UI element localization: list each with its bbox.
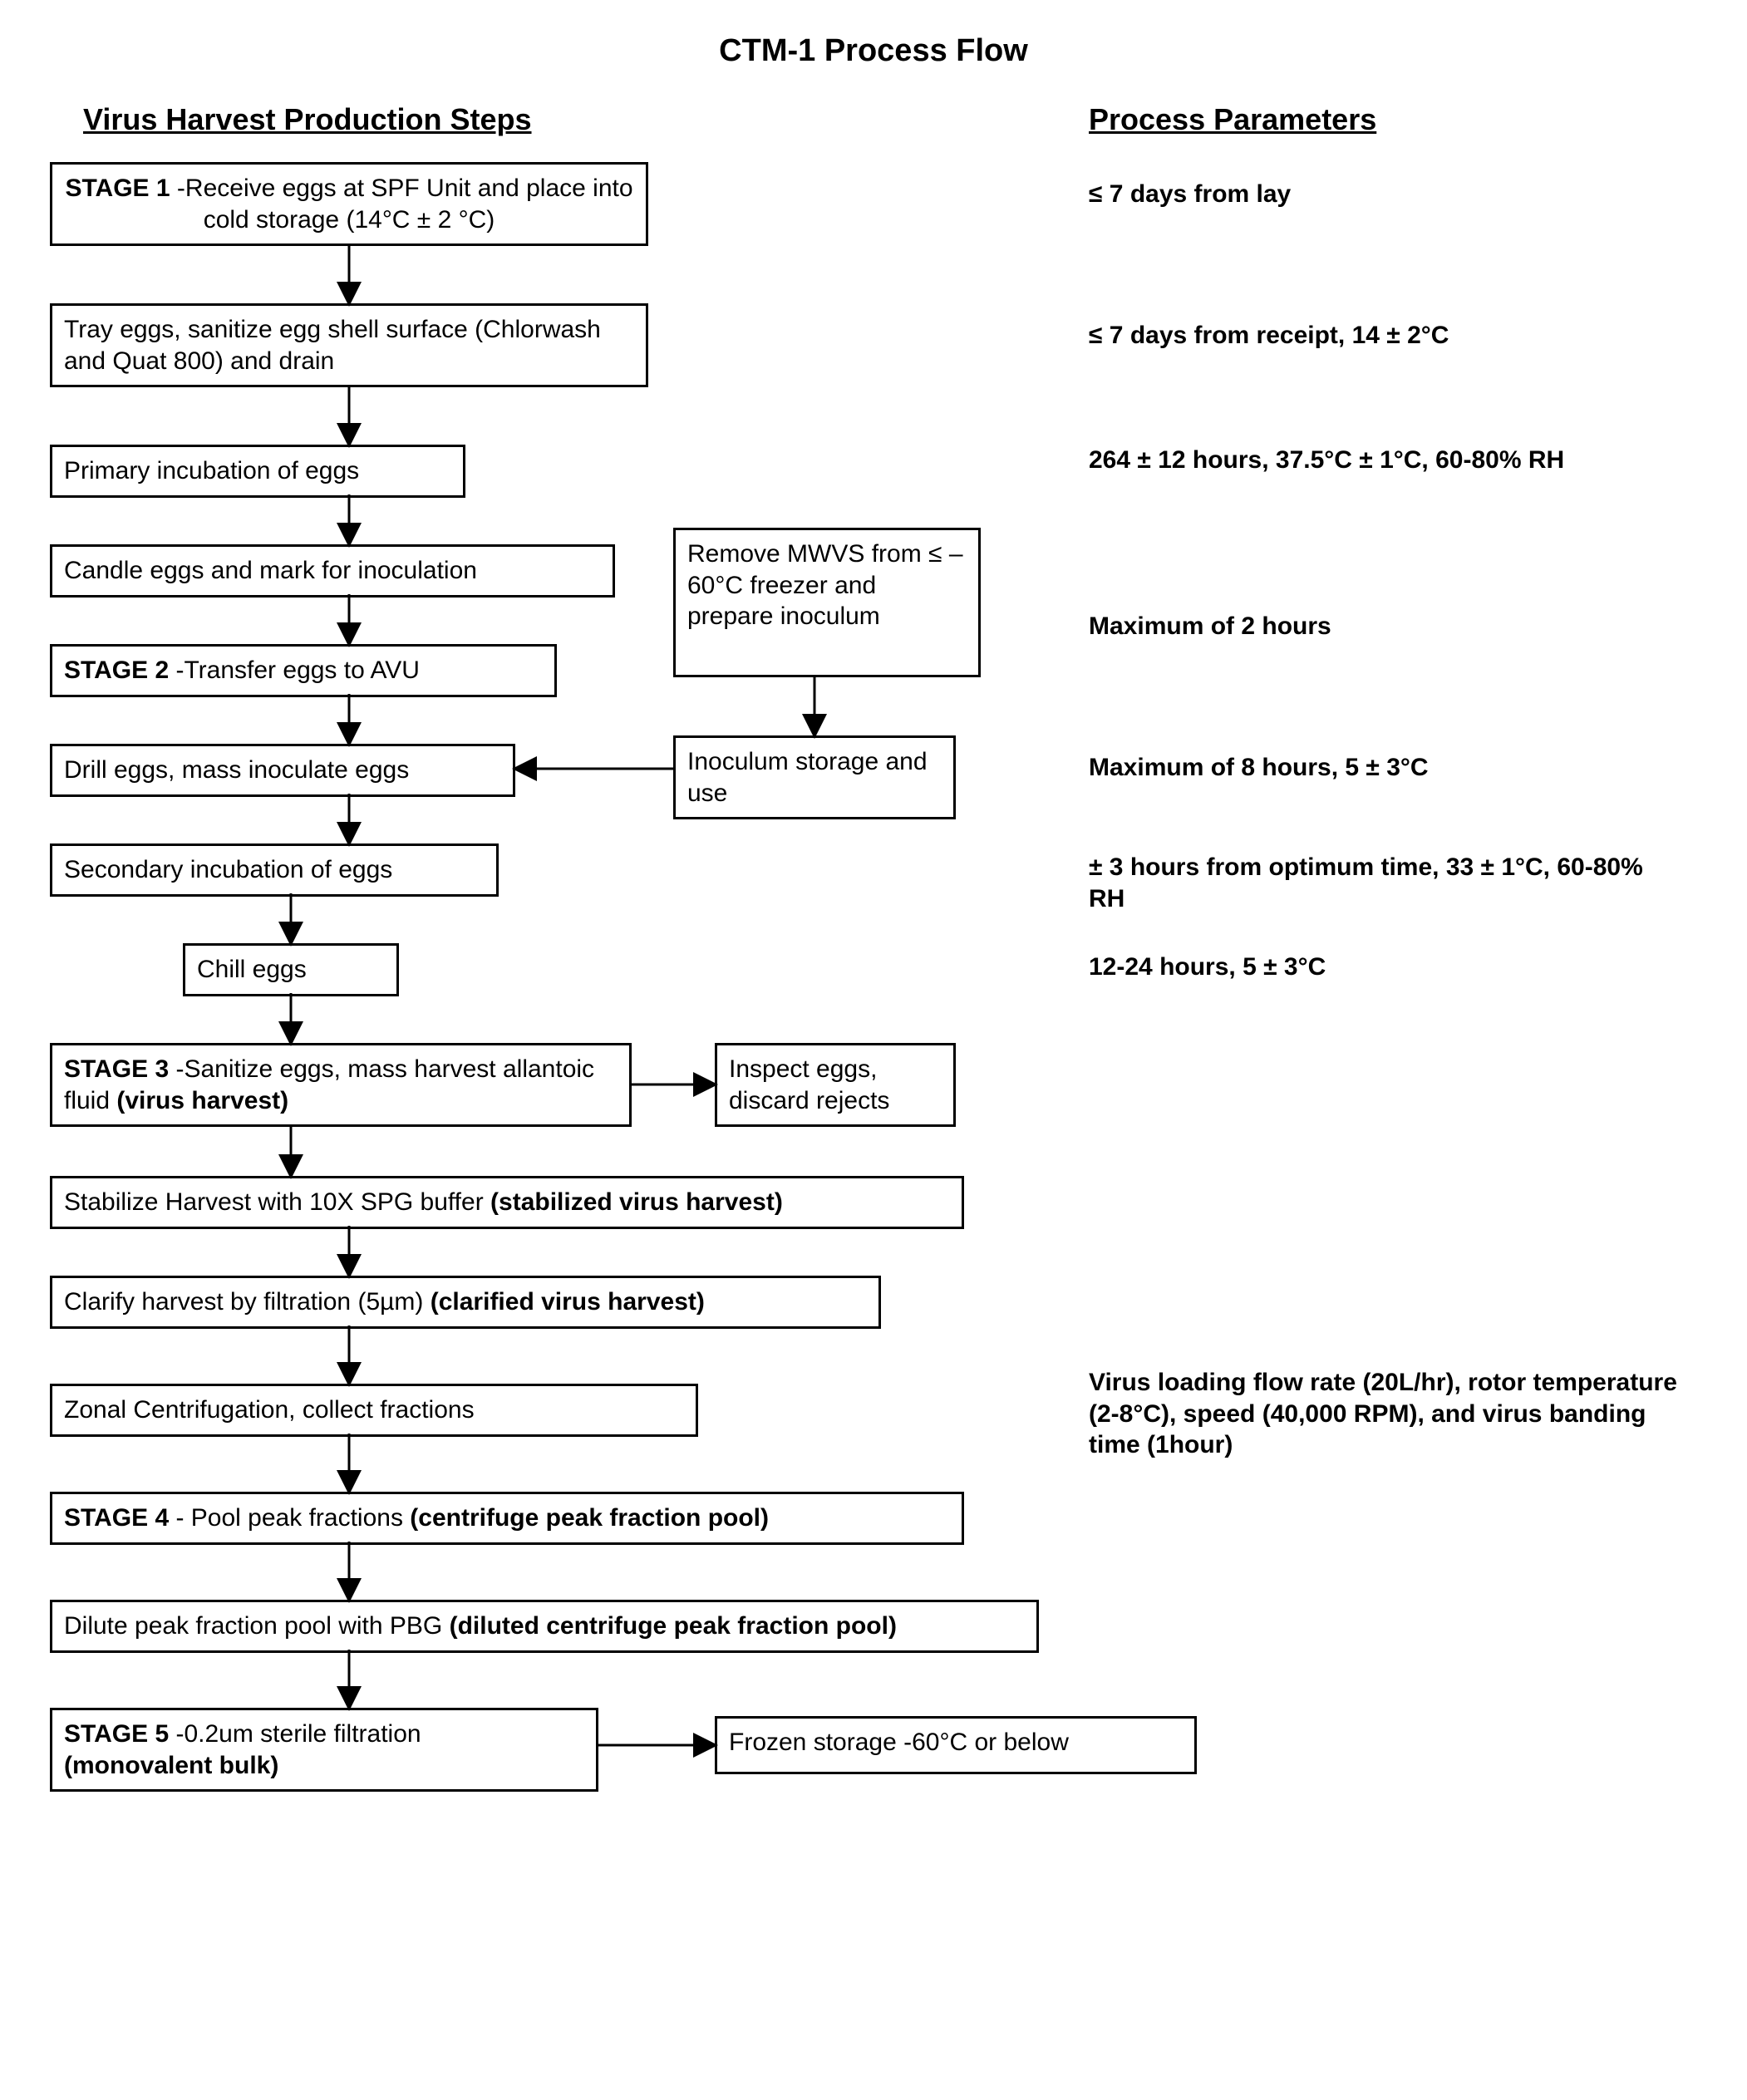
flow-box-insp: Inspect eggs, discard rejects: [715, 1043, 956, 1127]
flow-box-s2: STAGE 2 -Transfer eggs to AVU: [50, 644, 557, 697]
columns: Virus Harvest Production Steps STAGE 1 -…: [33, 102, 1714, 2024]
page: CTM-1 Process Flow Virus Harvest Product…: [33, 33, 1714, 2024]
parameter-6: 12-24 hours, 5 ± 3°C: [1089, 952, 1679, 983]
parameter-2: 264 ± 12 hours, 37.5°C ± 1°C, 60-80% RH: [1089, 445, 1679, 476]
flow-box-s1: STAGE 1 -Receive eggs at SPF Unit and pl…: [50, 162, 648, 246]
parameter-4: Maximum of 8 hours, 5 ± 3°C: [1089, 752, 1679, 784]
flow-box-b7: Secondary incubation of eggs: [50, 843, 499, 897]
flow-diagram: STAGE 1 -Receive eggs at SPF Unit and pl…: [33, 162, 1039, 2024]
right-header: Process Parameters: [1089, 102, 1695, 137]
flow-box-b3: Primary incubation of eggs: [50, 445, 465, 498]
flow-box-b10: Stabilize Harvest with 10X SPG buffer (s…: [50, 1176, 964, 1229]
flow-box-b14: Dilute peak fraction pool with PBG (dilu…: [50, 1600, 1039, 1653]
flow-box-b2: Tray eggs, sanitize egg shell surface (C…: [50, 303, 648, 387]
flow-box-b11: Clarify harvest by filtration (5µm) (cla…: [50, 1276, 881, 1329]
parameter-3: Maximum of 2 hours: [1089, 611, 1679, 642]
flow-box-b12: Zonal Centrifugation, collect fractions: [50, 1384, 698, 1437]
flow-box-b4: Candle eggs and mark for inoculation: [50, 544, 615, 598]
flow-box-s3: STAGE 3 -Sanitize eggs, mass harvest all…: [50, 1043, 632, 1127]
left-header: Virus Harvest Production Steps: [83, 102, 1039, 137]
flow-box-mwvs: Remove MWVS from ≤ –60°C freezer and pre…: [673, 528, 981, 677]
parameter-5: ± 3 hours from optimum time, 33 ± 1°C, 6…: [1089, 852, 1679, 914]
flow-box-inoc: Inoculum storage and use: [673, 735, 956, 819]
flow-box-s4: STAGE 4 - Pool peak fractions (centrifug…: [50, 1492, 964, 1545]
left-column: Virus Harvest Production Steps STAGE 1 -…: [33, 102, 1039, 2024]
flow-box-s5: STAGE 5 -0.2um sterile filtration(monova…: [50, 1708, 598, 1792]
parameter-0: ≤ 7 days from lay: [1089, 179, 1679, 210]
right-column: Process Parameters ≤ 7 days from lay≤ 7 …: [1072, 102, 1695, 2024]
flow-box-b8: Chill eggs: [183, 943, 399, 996]
page-title: CTM-1 Process Flow: [33, 33, 1714, 69]
parameter-1: ≤ 7 days from receipt, 14 ± 2°C: [1089, 320, 1679, 352]
flow-box-b6: Drill eggs, mass inoculate eggs: [50, 744, 515, 797]
parameters-list: ≤ 7 days from lay ≤ 7 days from receipt, …: [1072, 162, 1695, 2024]
parameter-7: Virus loading flow rate (20L/hr), rotor …: [1089, 1367, 1679, 1461]
